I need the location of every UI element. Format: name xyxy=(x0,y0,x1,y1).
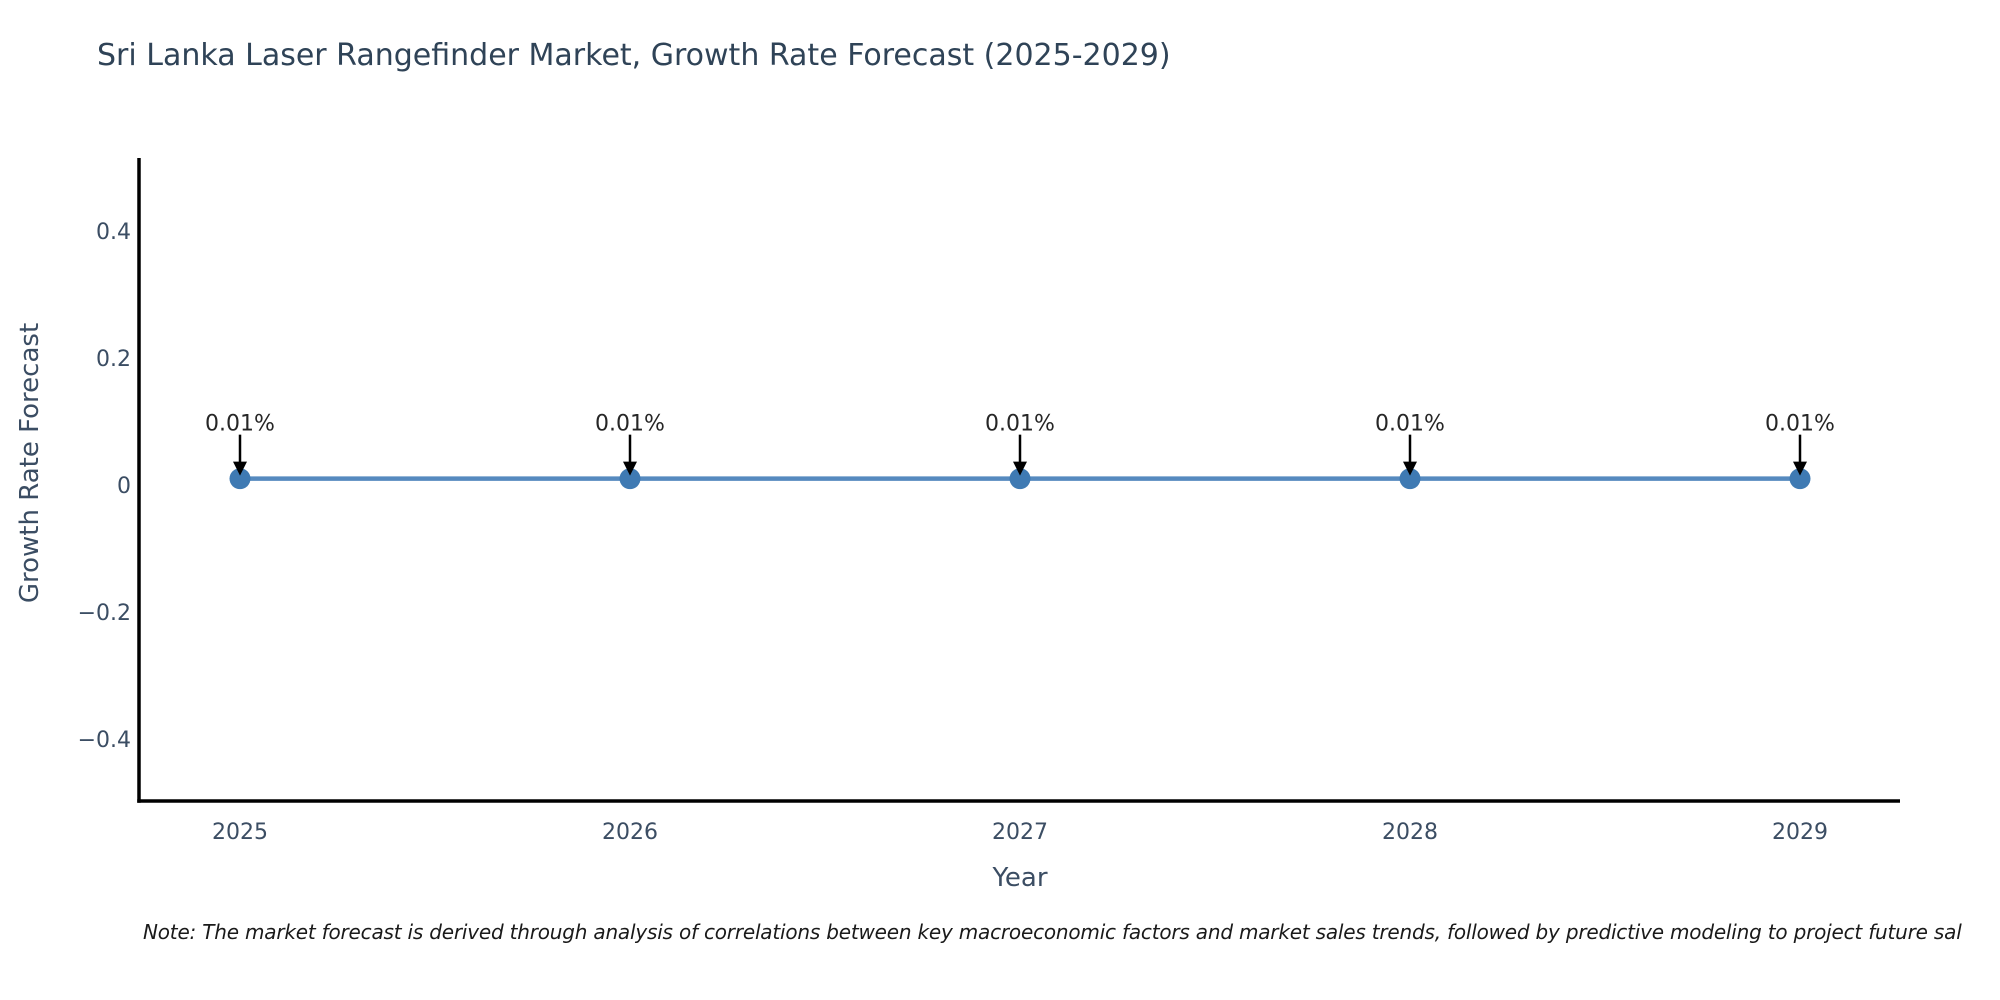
data-point-2029 xyxy=(1789,468,1811,490)
annotation-label-2025: 0.01% xyxy=(205,412,275,437)
x-tick-label-2025: 2025 xyxy=(212,820,268,845)
data-point-2027 xyxy=(1009,468,1031,490)
annotation-arrowhead-2025 xyxy=(233,461,247,476)
data-point-2028 xyxy=(1399,468,1421,490)
y-axis-title: Growth Rate Forecast xyxy=(15,323,45,603)
annotation-arrowhead-2026 xyxy=(623,461,637,476)
x-tick-label-2026: 2026 xyxy=(602,820,658,845)
annotation-label-2028: 0.01% xyxy=(1375,412,1445,437)
footnote: Note: The market forecast is derived thr… xyxy=(143,920,1962,944)
x-tick-label-2028: 2028 xyxy=(1382,820,1438,845)
y-tick-label-−0.2: −0.2 xyxy=(78,601,131,626)
y-tick-label-0.4: 0.4 xyxy=(96,220,131,245)
chart-title: Sri Lanka Laser Rangefinder Market, Grow… xyxy=(97,38,1171,73)
annotation-arrowhead-2027 xyxy=(1013,461,1027,476)
annotation-label-2027: 0.01% xyxy=(985,412,1055,437)
x-axis-title: Year xyxy=(991,863,1047,893)
data-point-2025 xyxy=(229,468,251,490)
x-tick-label-2029: 2029 xyxy=(1772,820,1828,845)
annotation-label-2029: 0.01% xyxy=(1765,412,1835,437)
annotation-arrowhead-2028 xyxy=(1403,461,1417,476)
y-tick-label-−0.4: −0.4 xyxy=(78,728,131,753)
y-tick-label-0: 0 xyxy=(117,474,131,499)
x-tick-label-2027: 2027 xyxy=(992,820,1048,845)
annotation-label-2026: 0.01% xyxy=(595,412,665,437)
annotation-arrowhead-2029 xyxy=(1793,461,1807,476)
y-tick-label-0.2: 0.2 xyxy=(96,347,131,372)
data-point-2026 xyxy=(619,468,641,490)
